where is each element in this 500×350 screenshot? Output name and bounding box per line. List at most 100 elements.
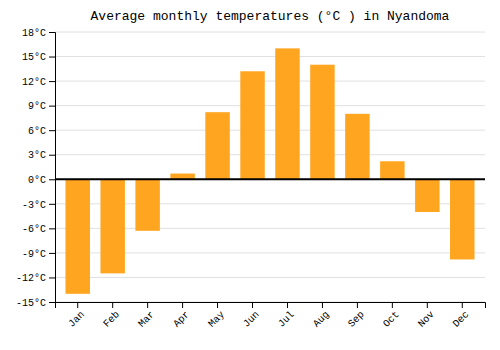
plot: -15°C -12°C -9°C -6°C -3°C 0°C 3°C 6°C 9°C 12°C 15… bbox=[16, 28, 486, 330]
y-tick-mark bbox=[49, 81, 55, 82]
x-tick: Mar bbox=[136, 302, 157, 330]
x-tick: Aug bbox=[311, 302, 332, 330]
y-tick-label: 9°C bbox=[28, 101, 46, 112]
y-tick-mark bbox=[49, 32, 55, 33]
y-tick: 6°C bbox=[28, 126, 55, 137]
y-tick-mark bbox=[49, 277, 55, 278]
x-tick: Oct bbox=[381, 302, 402, 330]
bar bbox=[240, 71, 264, 179]
x-tick-label: Jan bbox=[66, 309, 87, 330]
y-tick: 15°C bbox=[22, 52, 55, 63]
bars bbox=[65, 48, 474, 293]
x-tick-label: Jun bbox=[241, 309, 262, 330]
grid bbox=[55, 32, 485, 302]
y-tick: -9°C bbox=[22, 249, 55, 260]
y-tick: -3°C bbox=[22, 200, 55, 211]
y-tick: 3°C bbox=[28, 150, 55, 161]
x-axis-line bbox=[56, 303, 486, 309]
bar bbox=[415, 179, 439, 212]
y-tick: 12°C bbox=[22, 77, 55, 88]
y-tick-mark bbox=[49, 155, 55, 156]
x-tick-label: Apr bbox=[171, 309, 192, 330]
x-tick-label: May bbox=[206, 309, 227, 330]
grid-line bbox=[55, 154, 485, 155]
y-tick-mark bbox=[49, 130, 55, 131]
y-tick: -6°C bbox=[22, 224, 55, 235]
grid-line bbox=[55, 32, 485, 33]
y-tick-label: -3°C bbox=[22, 200, 46, 211]
x-tick: Jun bbox=[241, 302, 262, 330]
x-tick-mark bbox=[112, 302, 113, 308]
x-tick: Apr bbox=[171, 302, 192, 330]
bar bbox=[450, 179, 474, 259]
x-tick: May bbox=[206, 302, 227, 330]
x-tick-mark bbox=[392, 302, 393, 308]
y-tick-mark bbox=[49, 253, 55, 254]
x-tick: Jan bbox=[66, 302, 87, 330]
x-axis: Jan Feb Mar Apr May Jun Jul Aug Sep Oct Nov Dec bbox=[56, 302, 486, 330]
y-tick-label: -15°C bbox=[16, 298, 46, 309]
y-tick-mark bbox=[49, 228, 55, 229]
x-tick: Dec bbox=[451, 302, 472, 330]
zero-line bbox=[55, 178, 485, 180]
y-tick-label: -6°C bbox=[22, 224, 46, 235]
x-tick-mark bbox=[252, 302, 253, 308]
bar bbox=[65, 179, 89, 294]
grid-line bbox=[55, 56, 485, 57]
y-tick-label: 15°C bbox=[22, 52, 46, 63]
bar bbox=[380, 161, 404, 179]
y-tick-label: -9°C bbox=[22, 249, 46, 260]
y-tick-label: 0°C bbox=[28, 175, 46, 186]
y-tick: -12°C bbox=[16, 273, 55, 284]
x-tick: Nov bbox=[416, 302, 437, 330]
y-axis: -15°C -12°C -9°C -6°C -3°C 0°C 3°C 6°C 9°C 12°C 15… bbox=[16, 28, 56, 309]
grid-line bbox=[55, 105, 485, 106]
y-tick: 0°C bbox=[28, 175, 55, 186]
grid-line bbox=[55, 81, 485, 82]
x-tick-mark bbox=[217, 302, 218, 308]
title: Average monthly temperatures (°C ) in Ny… bbox=[91, 9, 450, 24]
y-tick-label: -12°C bbox=[16, 273, 46, 284]
x-tick-label: Jul bbox=[276, 309, 297, 330]
x-tick-label: Nov bbox=[416, 309, 437, 330]
x-tick-label: Feb bbox=[101, 309, 122, 330]
y-tick-label: 18°C bbox=[22, 28, 46, 39]
x-tick-label: Mar bbox=[136, 309, 157, 330]
bar bbox=[345, 114, 369, 179]
bar bbox=[135, 179, 159, 231]
x-tick-mark bbox=[322, 302, 323, 308]
y-tick: -15°C bbox=[16, 298, 55, 309]
y-tick-mark bbox=[49, 302, 55, 303]
x-tick-mark bbox=[427, 302, 428, 308]
grid-line bbox=[55, 130, 485, 131]
grid-line bbox=[55, 277, 485, 278]
x-tick-mark bbox=[147, 302, 148, 308]
bar bbox=[100, 179, 124, 273]
y-tick-mark bbox=[49, 179, 55, 180]
x-tick-label: Sep bbox=[346, 309, 367, 330]
bar bbox=[205, 112, 229, 179]
chart: -15°C -12°C -9°C -6°C -3°C 0°C 3°C 6°C 9°C 12°C 15… bbox=[0, 0, 500, 350]
x-tick-label: Dec bbox=[451, 309, 472, 330]
x-tick-label: Aug bbox=[311, 309, 332, 330]
y-tick-label: 3°C bbox=[28, 150, 46, 161]
y-axis-line bbox=[49, 33, 56, 303]
x-tick-label: Oct bbox=[381, 309, 402, 330]
y-tick: 18°C bbox=[22, 28, 55, 39]
y-tick-mark bbox=[49, 106, 55, 107]
y-tick-label: 6°C bbox=[28, 126, 46, 137]
x-tick-mark bbox=[287, 302, 288, 308]
x-tick: Feb bbox=[101, 302, 122, 330]
y-tick-mark bbox=[49, 204, 55, 205]
y-tick-mark bbox=[49, 57, 55, 58]
grid-line bbox=[55, 179, 485, 180]
x-tick: Jul bbox=[276, 302, 297, 330]
x-tick-mark bbox=[462, 302, 463, 308]
bar bbox=[275, 48, 299, 179]
x-tick-mark bbox=[77, 302, 78, 308]
x-tick-mark bbox=[182, 302, 183, 308]
y-tick-label: 12°C bbox=[22, 77, 46, 88]
bar bbox=[310, 65, 334, 180]
x-tick-mark bbox=[357, 302, 358, 308]
y-tick: 9°C bbox=[28, 101, 55, 112]
